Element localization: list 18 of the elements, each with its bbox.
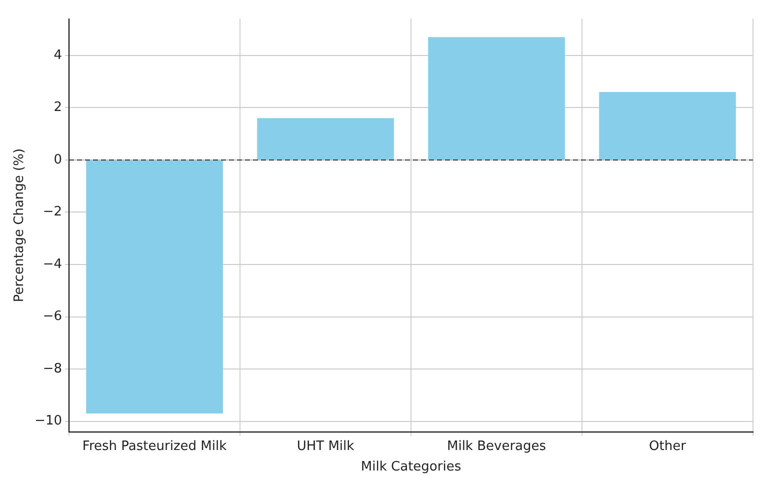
x-tick-label: Fresh Pasteurized Milk xyxy=(82,438,228,454)
y-tick-label: −6 xyxy=(42,309,62,324)
y-tick-label: 4 xyxy=(54,48,62,63)
x-tick-label: Milk Beverages xyxy=(446,438,546,454)
y-tick-label: −10 xyxy=(34,414,62,429)
x-tick-label: UHT Milk xyxy=(296,438,355,454)
bar xyxy=(599,92,736,160)
y-tick-label: 2 xyxy=(54,100,62,116)
bar xyxy=(257,118,394,160)
bar xyxy=(428,37,565,160)
bar xyxy=(86,160,223,414)
y-tick-label: −2 xyxy=(42,204,62,220)
x-tick-label: Other xyxy=(649,438,687,454)
y-tick-label: −8 xyxy=(42,361,62,376)
y-tick-label: −4 xyxy=(42,256,62,272)
y-axis-title: Percentage Change (%) xyxy=(12,148,28,302)
y-tick-label: 0 xyxy=(54,152,62,168)
x-axis-title: Milk Categories xyxy=(360,460,462,475)
